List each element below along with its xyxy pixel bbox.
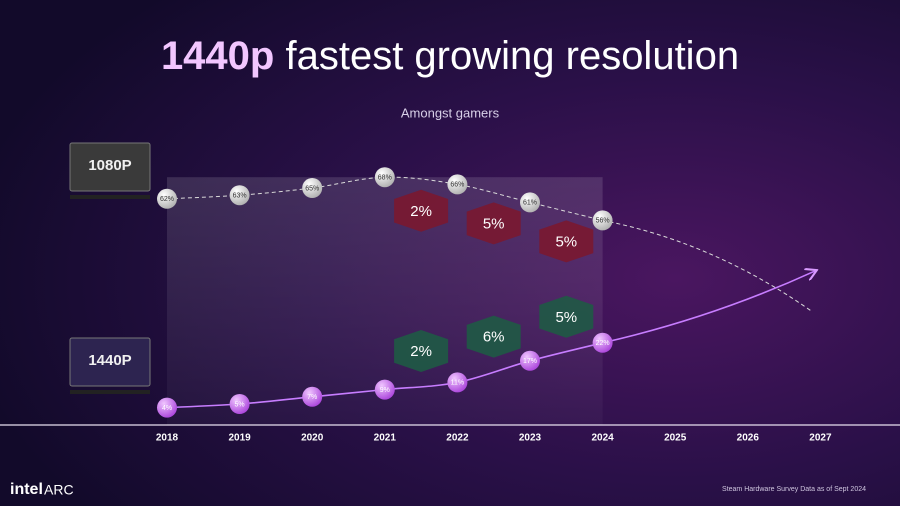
- projection: [602, 271, 816, 344]
- delta-label: 6%: [483, 329, 505, 346]
- point-label: 4%: [162, 405, 172, 412]
- x-tick-label: 2022: [446, 433, 469, 444]
- point: [229, 185, 250, 206]
- x-tick-label: 2026: [737, 433, 760, 444]
- monitor-base: [70, 195, 150, 199]
- delta-badge: [539, 220, 594, 263]
- monitor-label: 1440P: [88, 352, 131, 369]
- title-emphasis: 1440p: [161, 34, 274, 78]
- point-label: 66%: [450, 182, 464, 189]
- point: [374, 379, 395, 400]
- point: [374, 167, 395, 188]
- delta-label: 2%: [410, 343, 432, 360]
- point-label: 63%: [233, 193, 247, 200]
- point: [229, 394, 250, 414]
- plot: 2018 2019 2020 2021 2022 2023 2024 2025 2026 2027…: [156, 167, 832, 444]
- point-label: 22%: [596, 340, 610, 347]
- subtitle: Amongst gamers: [401, 105, 500, 120]
- point-label: 65%: [305, 185, 319, 192]
- delta-badge: [466, 202, 521, 245]
- delta-badge: [394, 189, 449, 232]
- point-label: 56%: [596, 218, 610, 225]
- point-label: 7%: [307, 394, 317, 401]
- point-label: 9%: [380, 387, 390, 394]
- point-label: 68%: [378, 175, 392, 182]
- monitor-base: [70, 390, 150, 394]
- point: [447, 372, 468, 393]
- point: [302, 178, 323, 198]
- delta-label: 2%: [410, 203, 432, 220]
- monitor-screen: [69, 142, 151, 192]
- x-tick-label: 2019: [228, 433, 251, 444]
- delta-label: 5%: [555, 233, 577, 250]
- x-tick-label: 2021: [374, 433, 397, 444]
- x-tick-label: 2024: [591, 433, 614, 444]
- delta-label: 5%: [483, 215, 505, 232]
- x-tick-label: 2025: [664, 433, 687, 444]
- point-label: 11%: [451, 380, 465, 387]
- delta-label: 5%: [555, 309, 577, 326]
- brand: intel: [10, 481, 43, 498]
- x-tick-label: 2020: [301, 433, 324, 444]
- point-label: 17%: [523, 358, 537, 365]
- monitor-1440p: 1440P: [69, 337, 151, 394]
- point: [302, 386, 323, 407]
- point: [157, 188, 177, 209]
- point: [520, 192, 540, 213]
- point: [520, 350, 540, 371]
- product: ARC: [44, 482, 74, 498]
- monitor-screen: [69, 337, 151, 387]
- projection: [602, 219, 811, 311]
- point: [592, 332, 613, 353]
- monitor-label: 1080P: [88, 157, 131, 174]
- delta-badge: [539, 295, 594, 338]
- point-label: 61%: [523, 200, 537, 207]
- point-label: 5%: [235, 401, 245, 408]
- point: [447, 174, 468, 195]
- x-tick-label: 2027: [809, 433, 832, 444]
- monitor-1080p: 1080P: [69, 142, 151, 199]
- point-label: 62%: [160, 196, 174, 203]
- title: 1440p fastest growing resolution: [161, 34, 739, 78]
- x-tick-label: 2018: [156, 433, 179, 444]
- source: Steam Hardware Survey Data as of Sept 20…: [722, 486, 866, 493]
- title-rest: fastest growing resolution: [285, 34, 739, 78]
- delta-badge: [466, 315, 521, 358]
- point: [592, 210, 613, 231]
- x-tick-label: 2023: [519, 433, 542, 444]
- point: [157, 397, 177, 418]
- delta-badge: [394, 330, 449, 372]
